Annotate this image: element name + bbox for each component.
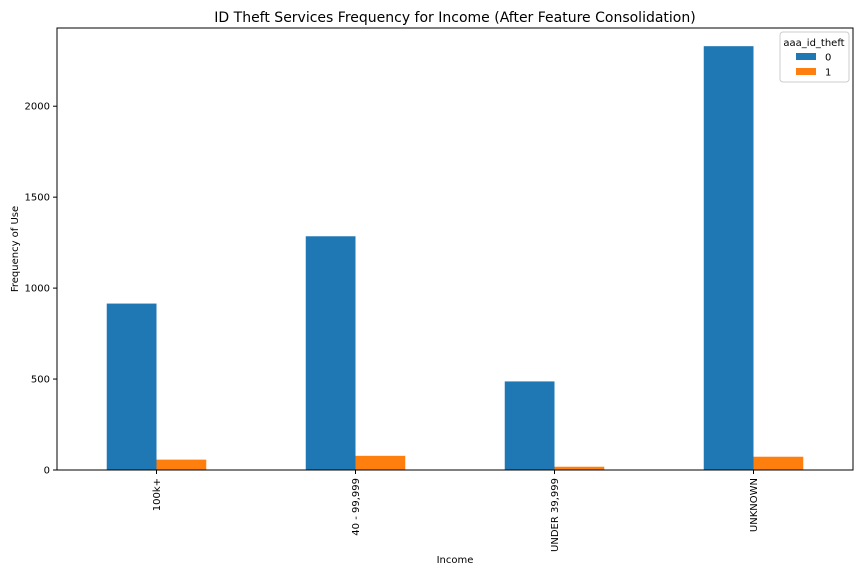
x-tick-label: 40 - 99,999 <box>351 478 362 536</box>
bars-group <box>106 46 804 470</box>
y-tick-label: 2000 <box>25 102 50 113</box>
bar-series-1-4 <box>753 456 804 470</box>
x-tick-label: UNDER 39,999 <box>550 478 561 552</box>
bar-series-1-1 <box>156 459 207 470</box>
bar-series-0-4 <box>703 46 754 470</box>
y-tick-label: 1000 <box>25 284 50 295</box>
legend-label-0: 0 <box>825 53 831 64</box>
x-axis-ticks: 100k+ 40 - 99,999 UNDER 39,999 UNKNOWN <box>152 470 760 552</box>
y-tick-label: 1500 <box>25 193 50 204</box>
legend-swatch-1 <box>796 68 816 75</box>
bar-series-0-3 <box>504 381 555 470</box>
legend-title: aaa_id_theft <box>783 38 844 49</box>
y-tick-label: 0 <box>44 466 50 477</box>
plot-frame <box>56 27 854 471</box>
bar-series-1-3 <box>554 466 605 470</box>
x-axis-label: Income <box>437 555 474 566</box>
bar-series-0-1 <box>106 303 157 470</box>
legend: aaa_id_theft 01 <box>779 31 850 83</box>
y-axis-ticks: 0 500 1000 1500 2000 <box>25 102 57 477</box>
chart-title: ID Theft Services Frequency for Income (… <box>214 10 695 26</box>
legend-swatch-0 <box>796 53 816 60</box>
legend-label-1: 1 <box>825 68 831 79</box>
x-tick-label: 100k+ <box>152 478 163 511</box>
y-axis-label: Frequency of Use <box>10 206 21 292</box>
x-tick-label: UNKNOWN <box>749 478 760 532</box>
legend-items: 01 <box>796 53 831 79</box>
y-tick-label: 500 <box>31 375 50 386</box>
bar-series-1-2 <box>355 455 406 470</box>
bar-series-0-2 <box>305 236 356 470</box>
